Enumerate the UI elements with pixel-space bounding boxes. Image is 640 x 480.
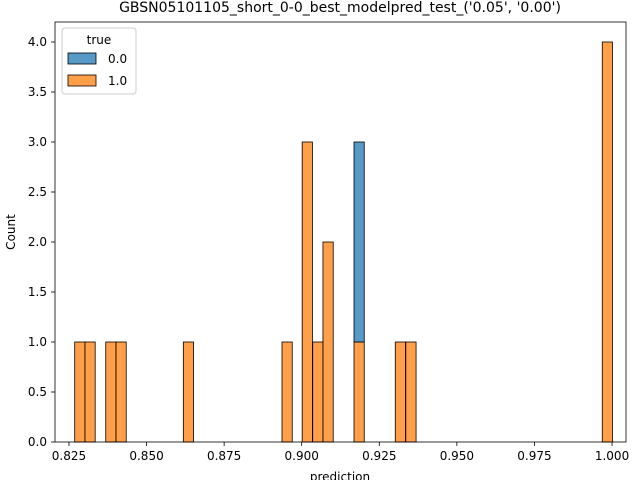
x-tick-label: 0.875	[207, 449, 241, 463]
bar-true-1.0	[353, 341, 365, 443]
legend-swatch	[67, 74, 97, 87]
y-tick-label: 0.0	[28, 435, 47, 449]
bar-true-1.0	[281, 341, 293, 443]
y-tick-label: 0.5	[28, 385, 47, 399]
bar-true-1.0	[601, 41, 613, 443]
bar-true-1.0	[105, 341, 117, 443]
y-tick-label: 3.0	[28, 135, 47, 149]
bar-true-1.0	[84, 341, 96, 443]
legend-label: 1.0	[108, 74, 127, 88]
bar-true-1.0	[322, 241, 334, 443]
bar-true-1.0	[394, 341, 406, 443]
x-tick-label: 0.975	[517, 449, 551, 463]
bar-true-1.0	[74, 341, 86, 443]
legend-label: 0.0	[108, 52, 127, 66]
x-tick-label: 0.900	[285, 449, 319, 463]
y-axis-label: Count	[4, 214, 18, 250]
y-tick-label: 3.5	[28, 85, 47, 99]
bar-true-1.0	[405, 341, 417, 443]
legend-title: true	[87, 33, 112, 47]
x-tick-label: 0.850	[129, 449, 163, 463]
bar-true-1.0	[312, 341, 324, 443]
chart-title: GBSN05101105_short_0-0_best_modelpred_te…	[119, 0, 561, 16]
legend: true 0.0 1.0	[61, 27, 137, 95]
y-tick-label: 2.0	[28, 235, 47, 249]
y-tick-label: 4.0	[28, 35, 47, 49]
y-tick-label: 1.5	[28, 285, 47, 299]
bar-true-1.0	[301, 141, 313, 443]
y-tick-label: 2.5	[28, 185, 47, 199]
y-tick-label: 1.0	[28, 335, 47, 349]
x-tick-label: 1.000	[595, 449, 629, 463]
plot-area: 0.825 0.850 0.875 0.900 0.925 0.950 0.975 1.000…	[28, 21, 629, 463]
bar-true-1.0	[115, 341, 127, 443]
bar-true-1.0	[182, 341, 194, 443]
x-axis-label: prediction	[310, 470, 370, 480]
x-tick-label: 0.825	[52, 449, 86, 463]
legend-swatch	[67, 52, 97, 65]
x-tick-label: 0.925	[362, 449, 396, 463]
bar-true-0.0	[353, 141, 365, 343]
x-tick-label: 0.950	[440, 449, 474, 463]
axes-frame	[54, 21, 627, 443]
